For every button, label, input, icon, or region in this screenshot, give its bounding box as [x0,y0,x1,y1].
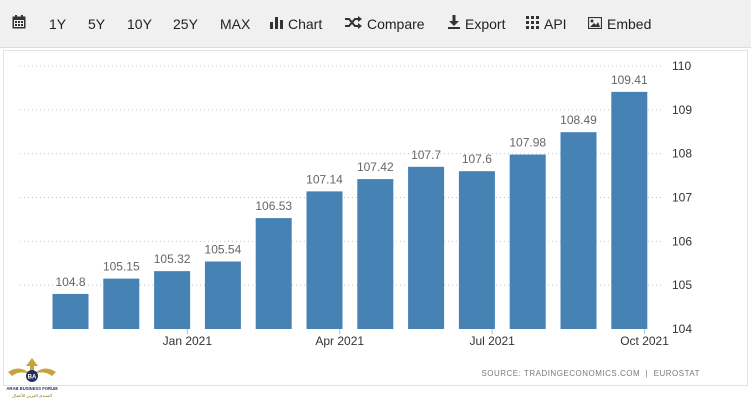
bar-chart-icon [270,16,283,32]
y-tick-label: 104 [672,322,692,336]
bar[interactable] [357,179,394,329]
bar-value-label: 109.41 [611,73,648,87]
source-credit: SOURCE: TRADINGECONOMICS.COM | EUROSTAT [481,369,700,378]
bar-value-label: 107.6 [462,152,492,166]
bar[interactable] [408,166,445,329]
range-25y-label: 25Y [173,15,198,32]
calendar-icon [12,15,26,32]
bar[interactable] [611,91,648,329]
range-1y-label: 1Y [49,15,67,32]
chart-toolbar: 1Y 5Y 10Y 25Y MAX Chart Compare Export A… [0,0,751,48]
bar-value-label: 105.15 [103,260,140,274]
y-tick-label: 110 [672,59,691,73]
download-icon [448,15,460,32]
api-label: API [544,15,567,32]
svg-text:BA: BA [28,375,37,381]
range-5y-button[interactable]: 5Y [88,16,105,32]
bar-value-label: 105.54 [205,242,242,256]
bar[interactable] [255,218,292,329]
range-5y-label: 5Y [88,15,106,32]
x-tick-label: Apr 2021 [315,334,364,348]
range-1y-button[interactable]: 1Y [49,16,66,32]
bar[interactable] [204,261,241,329]
shuffle-icon [345,15,362,32]
range-max-button[interactable]: MAX [220,16,250,32]
range-max-label: MAX [220,15,251,32]
chart-panel [3,50,748,386]
x-tick-label: Oct 2021 [620,334,669,348]
grid-icon [526,15,539,32]
bar-value-label: 107.42 [357,160,394,174]
bar-value-label: 106.53 [255,199,292,213]
x-tick-label: Jan 2021 [163,334,213,348]
svg-text:المنتدى العربي للأعمال: المنتدى العربي للأعمال [12,393,52,398]
compare-button[interactable]: Compare [345,15,425,32]
range-25y-button[interactable]: 25Y [173,16,198,32]
x-tick-label: Jul 2021 [469,334,515,348]
bar-value-label: 107.98 [509,136,546,150]
bar[interactable] [560,132,597,329]
chart-button[interactable]: Chart [270,16,322,32]
y-tick-label: 105 [672,278,692,292]
arab-business-forum-logo: BA ARAB BUSINESS FORUM المنتدى العربي لل… [4,356,60,400]
bar[interactable] [509,154,546,329]
bar[interactable] [154,271,191,329]
bar[interactable] [306,191,343,329]
y-tick-label: 106 [672,234,692,248]
export-label: Export [465,15,506,32]
bar-value-label: 107.14 [306,172,343,186]
range-10y-label: 10Y [127,15,152,32]
bar-value-label: 104.8 [55,275,85,289]
range-10y-button[interactable]: 10Y [127,16,152,32]
embed-button[interactable]: Embed [587,15,652,32]
bar-value-label: 105.32 [154,252,191,266]
y-tick-label: 107 [672,191,692,205]
bar-value-label: 108.49 [560,113,597,127]
bar-value-label: 107.7 [411,148,441,162]
image-icon [587,16,603,32]
embed-label: Embed [607,15,652,32]
export-button[interactable]: Export [448,15,505,32]
compare-label: Compare [367,15,425,32]
calendar-button[interactable] [12,15,31,32]
y-tick-label: 109 [672,103,692,117]
y-tick-label: 108 [672,147,692,161]
bar[interactable] [103,278,140,329]
bar[interactable] [458,171,495,329]
svg-text:ARAB BUSINESS FORUM: ARAB BUSINESS FORUM [6,386,58,391]
api-button[interactable]: API [526,15,567,32]
bar[interactable] [52,293,89,329]
chart-label: Chart [288,15,323,32]
